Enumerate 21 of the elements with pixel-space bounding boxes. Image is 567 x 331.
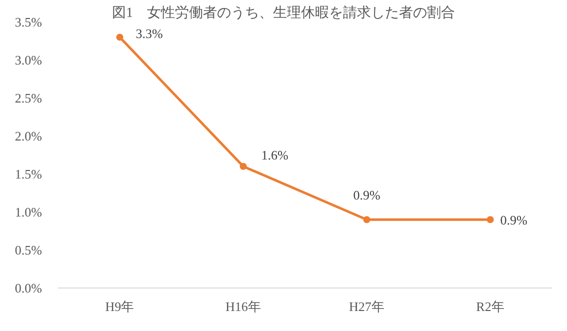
point bbox=[240, 162, 247, 170]
chart-title: 図1 女性労働者のうち、生理休暇を請求した者の割合 bbox=[112, 5, 455, 21]
point bbox=[116, 34, 124, 41]
data-label: 3.3% bbox=[136, 26, 163, 42]
y-tick-label: 0.0% bbox=[14, 280, 42, 296]
point bbox=[486, 216, 494, 224]
y-tick-label: 3.0% bbox=[14, 52, 42, 68]
x-tick-label: H16年 bbox=[226, 299, 261, 314]
x-tick-label: R2年 bbox=[476, 299, 504, 314]
y-tick-label: 2.5% bbox=[14, 90, 42, 106]
y-tick-label: 3.5% bbox=[14, 14, 42, 30]
y-tick-label: 1.0% bbox=[14, 204, 42, 220]
y-tick-label: 1.5% bbox=[14, 166, 42, 182]
x-tick-label: H27年 bbox=[349, 299, 384, 314]
x-tick-label: H9年 bbox=[105, 299, 134, 314]
y-tick-label: 2.0% bbox=[14, 128, 42, 144]
y-tick-label: 0.5% bbox=[14, 242, 42, 258]
data-label: 1.6% bbox=[261, 147, 288, 162]
data-label: 0.9% bbox=[500, 212, 528, 228]
data-label: 0.9% bbox=[353, 188, 380, 203]
point bbox=[363, 216, 370, 224]
